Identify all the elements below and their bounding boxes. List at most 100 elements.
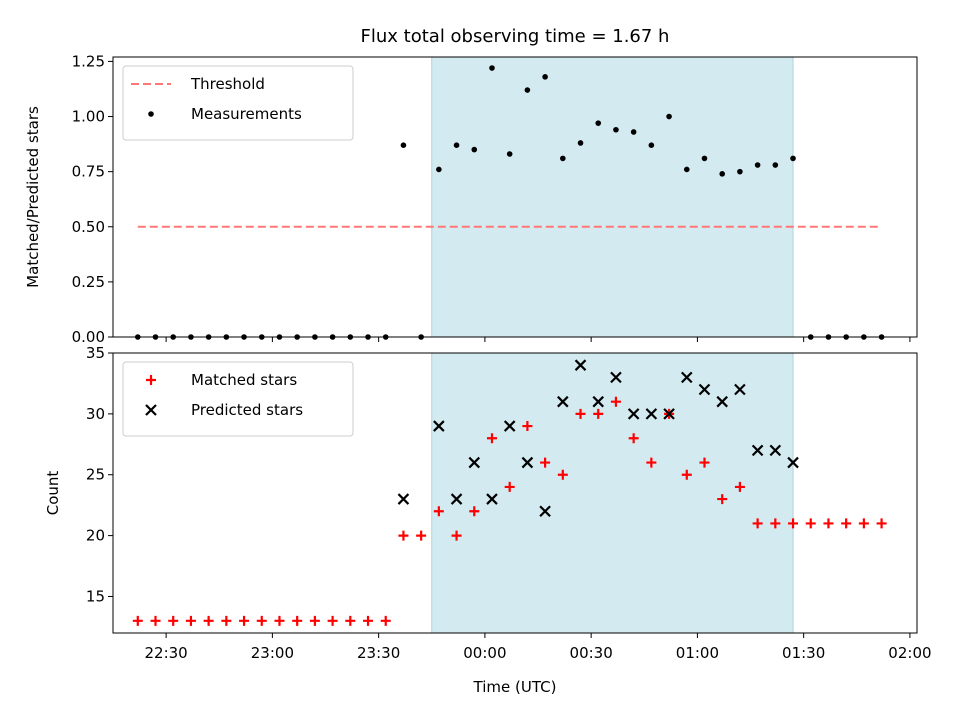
predicted-stars-point: [627, 408, 640, 420]
predicted-stars-point: [769, 444, 782, 457]
matched-stars-point: [256, 615, 267, 626]
predicted-stars-point: [433, 420, 445, 432]
matched-stars-point: [416, 530, 427, 541]
matched-stars-point: [309, 615, 320, 626]
measurement-point: [436, 166, 442, 173]
matched-stars-point: [734, 481, 745, 492]
predicted-stars-point: [663, 408, 675, 420]
matched-stars-point: [805, 518, 816, 529]
matched-stars-point: [841, 518, 852, 529]
bottom-axes: 15 20 25 30 35 22:30 23:00 23:30 00:00 00:30 01:00…: [86, 344, 932, 662]
y-tick-label: 1.00: [72, 108, 105, 126]
legend-label: Measurements: [191, 105, 302, 123]
measurement-point: [613, 126, 619, 133]
matched-stars-point: [398, 530, 409, 541]
matched-stars-point: [486, 433, 497, 444]
y-tick-label: 0.75: [72, 163, 105, 181]
observing-window-span: [431, 56, 794, 338]
predicted-stars-point: [486, 493, 498, 505]
matched-stars-point: [132, 615, 143, 626]
y-tick-label: 20: [86, 527, 105, 545]
measurement-point: [648, 142, 655, 148]
matched-stars-point: [557, 469, 568, 480]
measurement-point: [506, 151, 513, 157]
matched-stars-point: [274, 615, 285, 626]
legend-label: Predicted stars: [191, 401, 303, 419]
y-tick-label: 0.00: [72, 328, 105, 346]
predicted-stars-point: [751, 444, 764, 457]
measurement-point: [790, 155, 796, 162]
x-axis-label: Time (UTC): [473, 678, 557, 696]
measurement-point: [630, 129, 637, 135]
matched-stars-point: [681, 469, 692, 480]
measurement-point: [577, 140, 584, 146]
matched-stars-point: [168, 615, 179, 626]
matched-stars-point: [788, 518, 799, 529]
chart-title: Flux total observing time = 1.67 h: [361, 26, 670, 47]
x-tick-label: 23:00: [251, 644, 294, 662]
predicted-stars-point: [539, 505, 551, 518]
legend: [122, 361, 354, 437]
measurement-point: [489, 65, 495, 71]
x-tick-label: 02:00: [888, 644, 931, 662]
y-tick-label: 35: [86, 344, 105, 362]
y-tick-label: 0.50: [72, 218, 105, 236]
top-axes: 0.00 0.25 0.50 0.75 1.00 1.25 Threshold Measure…: [72, 52, 918, 346]
top-y-axis-label: Matched/Predicted stars: [24, 106, 42, 288]
predicted-stars-point: [468, 456, 481, 469]
measurement-point: [683, 166, 690, 173]
observing-window-span: [431, 352, 794, 634]
matched-stars-point: [770, 518, 781, 529]
x-tick-label: 00:30: [570, 644, 613, 662]
axes-frame: [112, 56, 918, 338]
matched-stars-point: [363, 615, 374, 626]
x-tick-label: 00:00: [463, 644, 506, 662]
predicted-stars-point: [610, 371, 622, 384]
matched-stars-point: [628, 433, 639, 444]
measurement-point: [524, 87, 531, 93]
matched-stars-point: [752, 518, 763, 529]
legend-label: Matched stars: [191, 371, 297, 389]
legend: [122, 65, 354, 141]
predicted-stars-point: [397, 493, 410, 505]
predicted-stars-point: [787, 456, 799, 469]
x-tick-label: 22:30: [145, 644, 188, 662]
axes-frame: [112, 352, 918, 634]
legend-matched-swatch: [146, 375, 156, 385]
matched-stars-point: [221, 615, 232, 626]
y-tick-label: 1.25: [72, 52, 105, 70]
matched-stars-point: [185, 615, 196, 626]
measurement-point: [453, 142, 460, 148]
matched-stars-point: [203, 615, 214, 626]
measurement-point: [666, 113, 672, 120]
matched-stars-point: [717, 494, 728, 505]
matched-stars-point: [522, 421, 533, 432]
x-tick-label: 01:30: [782, 644, 825, 662]
bottom-y-axis-label: Count: [44, 471, 62, 516]
measurement-point: [542, 74, 548, 80]
y-tick-label: 15: [86, 587, 105, 605]
matched-stars-point: [823, 518, 834, 529]
measurement-point: [737, 168, 743, 175]
measurement-point: [595, 120, 602, 126]
predicted-stars-point: [645, 408, 658, 420]
matched-stars-point: [292, 615, 303, 626]
predicted-stars-point: [734, 383, 746, 396]
matched-stars-point: [327, 615, 338, 626]
predicted-stars-point: [503, 420, 516, 432]
x-tick-label: 23:30: [357, 644, 400, 662]
predicted-stars-point: [716, 395, 728, 408]
y-tick-label: 30: [86, 405, 105, 423]
x-tick-label: 01:00: [676, 644, 719, 662]
measurement-point: [560, 155, 566, 162]
predicted-stars-point: [698, 383, 711, 396]
measurement-point: [754, 162, 761, 168]
predicted-stars-point: [574, 359, 587, 371]
measurement-point: [772, 162, 779, 168]
predicted-stars-point: [521, 456, 534, 469]
legend-label: Threshold: [190, 75, 265, 93]
matched-stars-point: [575, 408, 586, 419]
predicted-stars-point: [450, 493, 463, 505]
measurement-point: [471, 146, 478, 153]
